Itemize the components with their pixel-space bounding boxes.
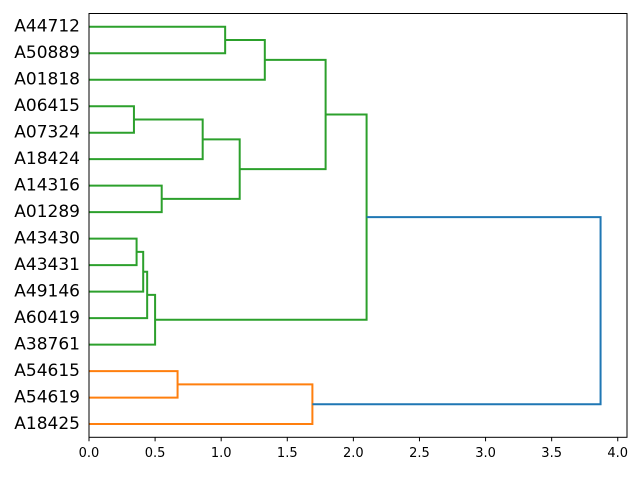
dendrogram-link — [89, 25, 227, 55]
dendrogram-link — [89, 370, 179, 399]
leaf-label: A43431 — [14, 255, 80, 275]
x-tick-label: 1.5 — [277, 446, 298, 461]
dendrogram-link — [89, 118, 204, 161]
x-tick-label: 0.0 — [79, 446, 100, 461]
leaf-label: A49146 — [14, 282, 80, 302]
leaf-label: A01818 — [14, 70, 80, 90]
dendrogram-link — [161, 138, 241, 200]
axes-spines — [88, 13, 628, 438]
leaf-label: A50889 — [14, 43, 80, 63]
leaf-label: A06415 — [14, 96, 80, 116]
leaf-label: A18425 — [14, 414, 80, 434]
leaf-label: A44712 — [14, 17, 80, 37]
leaf-label: A54619 — [14, 388, 80, 408]
x-tick-label: 1.0 — [211, 446, 232, 461]
dendrogram-link — [89, 38, 266, 81]
leaf-label: A43430 — [14, 229, 80, 249]
dendrogram-link — [89, 237, 138, 267]
x-tick-label: 3.0 — [475, 446, 496, 461]
leaf-label: A60419 — [14, 308, 80, 328]
x-tick-label: 4.0 — [607, 446, 628, 461]
dendrogram-link — [155, 113, 368, 321]
x-tick-label: 2.5 — [409, 446, 430, 461]
dendrogram-link — [89, 270, 149, 320]
dendrogram-link — [239, 58, 327, 171]
leaf-label: A38761 — [14, 335, 80, 355]
leaf-label: A07324 — [14, 123, 80, 143]
x-tick-label: 2.0 — [343, 446, 364, 461]
x-tick-label: 3.5 — [541, 446, 562, 461]
dendrogram-link — [89, 383, 314, 426]
leaf-label: A18424 — [14, 149, 80, 169]
dendrogram-link — [89, 250, 145, 293]
dendrogram-link — [312, 216, 602, 406]
dendrogram-link — [89, 105, 135, 134]
leaf-label: A54615 — [14, 361, 80, 381]
x-tick-label: 0.5 — [145, 446, 166, 461]
dendrogram-link — [89, 293, 157, 346]
leaf-label: A01289 — [14, 202, 80, 222]
leaf-label: A14316 — [14, 176, 80, 196]
dendrogram-link — [89, 184, 163, 214]
